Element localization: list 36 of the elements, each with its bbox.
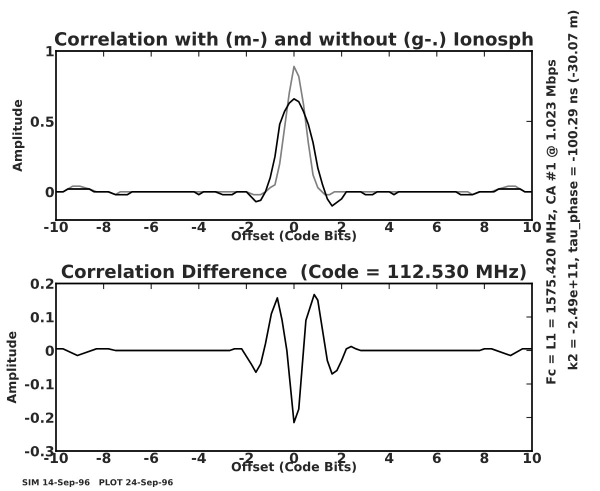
x-tick-label: -8 (96, 222, 110, 232)
x-tick-label: -8 (96, 452, 110, 464)
text: Fc = L1 = 1575.420 MHz, CA #1 @ 1.023 Mbps (546, 60, 558, 384)
x-axis-title: Offset (Code Bits) (232, 462, 356, 473)
y-axis-title: Amplitude (6, 332, 19, 404)
x-tick-label: 0 (290, 452, 298, 464)
chart-title: Correlation with (m-) and without (g-.) Ionosph (54, 32, 533, 50)
x-tick-label: 10 (524, 222, 541, 232)
x-tick-label: 6 (432, 452, 441, 464)
y-tick-label: -0.1 (24, 378, 54, 390)
text: SIM 14-Sep-96 PLOT 24-Sep-96 (22, 479, 173, 488)
x-tick-label: 8 (480, 222, 488, 232)
y-axis-title: Amplitude (12, 100, 24, 172)
text: k2 = -2.49e+11, tau_phase = -100.29 ns (-30.07 m) (568, 10, 580, 370)
x-axis-title: Offset (Code Bits) (232, 230, 356, 242)
x-tick-label: 4 (384, 222, 394, 232)
x-tick-label: 6 (432, 222, 441, 232)
x-tick-label: 0 (290, 222, 298, 232)
x-tick-label: 4 (384, 452, 394, 463)
x-tick-label: -10 (44, 222, 68, 232)
x-tick-label: 2 (338, 452, 346, 463)
y-tick-label: 0.5 (30, 116, 54, 127)
x-tick-label: -6 (144, 222, 158, 232)
y-tick-label: 0.1 (30, 312, 54, 322)
x-tick-label: 10 (524, 452, 541, 464)
x-tick-label: -6 (144, 452, 158, 464)
x-tick-label: -4 (192, 222, 206, 232)
y-tick-label: 1 (46, 46, 54, 56)
x-tick-label: -4 (192, 452, 206, 463)
y-tick-label: 0 (46, 186, 54, 198)
y-tick-label: 0.2 (30, 278, 54, 289)
y-tick-label: 0 (46, 345, 54, 356)
y-tick-label: -0.2 (24, 412, 54, 423)
x-tick-label: 8 (480, 452, 488, 464)
chart-title: Correlation Difference (Code = 112.530 MHz) (62, 264, 526, 280)
x-tick-label: 2 (338, 222, 346, 232)
